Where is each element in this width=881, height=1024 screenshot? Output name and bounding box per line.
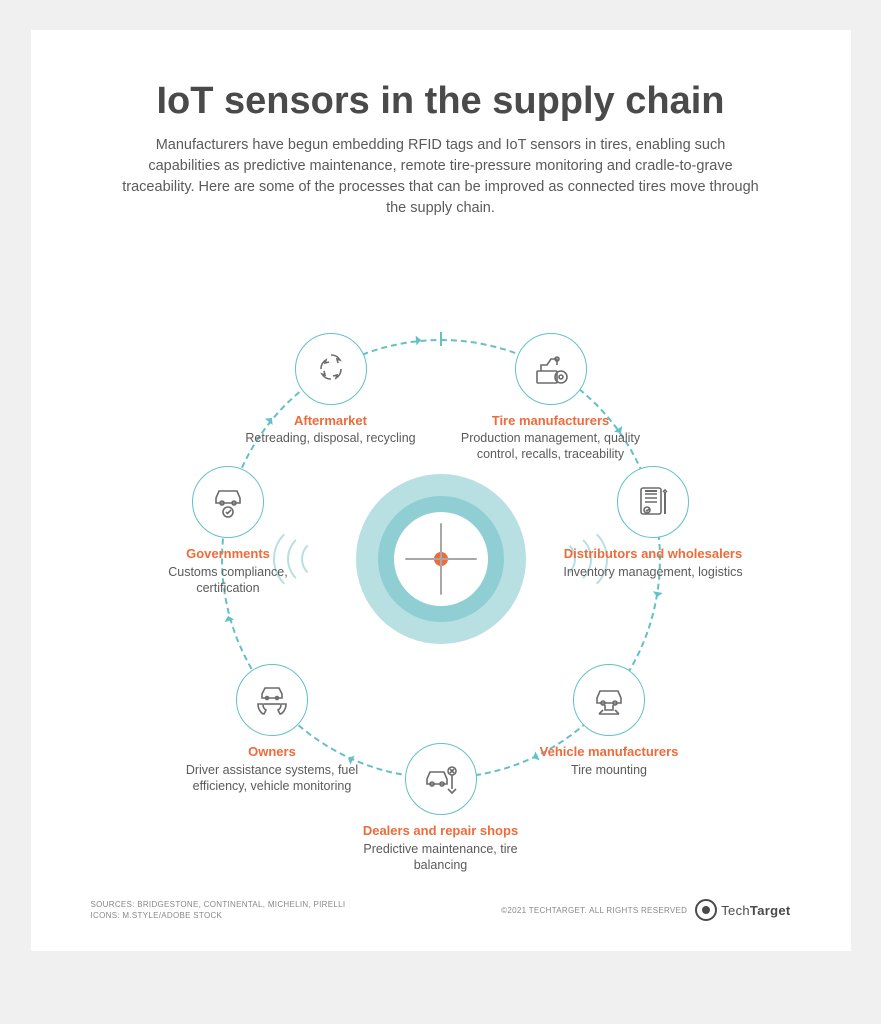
node-title: Governments [138,546,318,562]
node-tire-manufacturers: Tire manufacturers Production management… [461,333,641,463]
tire-manufacturers-icon [515,333,587,405]
infographic-card: IoT sensors in the supply chain Manufact… [31,30,851,951]
node-title: Tire manufacturers [461,413,641,429]
footer-icons-credit: ICONS: M.STYLE/ADOBE STOCK [91,910,346,921]
owners-icon [236,664,308,736]
node-aftermarket: Aftermarket Retreading, disposal, recycl… [241,333,421,447]
node-dealers: Dealers and repair shops Predictive main… [351,743,531,873]
logo-eye-icon [695,899,717,921]
node-owners: Owners Driver assistance systems, fuel e… [182,664,362,794]
node-vehicle-manufacturers: Vehicle manufacturers Tire mounting [519,664,699,778]
tire-hub [356,474,526,644]
node-title: Dealers and repair shops [351,823,531,839]
flow-arrow [416,334,427,345]
node-desc: Inventory management, logistics [563,564,743,580]
page-subtitle: Manufacturers have begun embedding RFID … [121,135,761,219]
node-desc: Predictive maintenance, tire balancing [351,841,531,874]
aftermarket-icon [295,333,367,405]
node-desc: Tire mounting [519,762,699,778]
footer: SOURCES: BRIDGESTONE, CONTINENTAL, MICHE… [91,899,791,921]
node-desc: Production management, quality control, … [461,430,641,463]
ring-start-tick [440,332,442,346]
distributors-icon [617,466,689,538]
page-title: IoT sensors in the supply chain [91,80,791,123]
node-desc: Customs compliance, certification [138,564,318,597]
flow-arrow [651,591,663,603]
vehicle-manufacturers-icon [573,664,645,736]
footer-copyright: ©2021 TECHTARGET. ALL RIGHTS RESERVED [501,906,687,915]
node-title: Distributors and wholesalers [563,546,743,562]
cycle-diagram: Tire manufacturers Production management… [91,239,791,879]
node-title: Owners [182,744,362,760]
node-distributors: Distributors and wholesalers Inventory m… [563,466,743,580]
node-desc: Driver assistance systems, fuel efficien… [182,762,362,795]
dealers-icon [405,743,477,815]
techtarget-logo: TechTarget [695,899,790,921]
node-governments: Governments Customs compliance, certific… [138,466,318,596]
node-desc: Retreading, disposal, recycling [241,430,421,446]
governments-icon [192,466,264,538]
node-title: Vehicle manufacturers [519,744,699,760]
footer-sources: SOURCES: BRIDGESTONE, CONTINENTAL, MICHE… [91,899,346,910]
